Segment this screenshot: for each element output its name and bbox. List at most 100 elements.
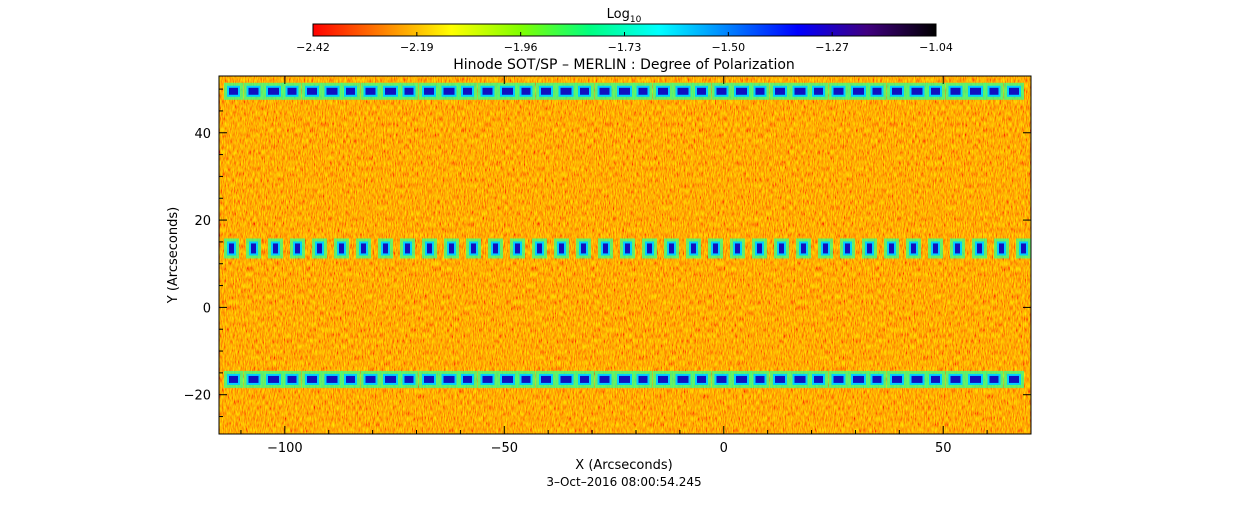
band-core	[691, 243, 696, 254]
band-core	[853, 375, 864, 383]
band-core	[346, 375, 355, 383]
band-core	[931, 375, 940, 383]
band-core	[443, 375, 455, 383]
band-core	[658, 375, 668, 383]
band-core	[735, 243, 740, 254]
band-core	[599, 87, 610, 95]
band-core	[677, 87, 689, 95]
band-core	[638, 375, 648, 383]
band-core	[625, 243, 630, 254]
colorbar-tick-label: −2.42	[296, 41, 330, 54]
band-core	[970, 375, 981, 383]
band-core	[603, 243, 608, 254]
colorbar-label-base: Log	[607, 7, 630, 22]
band-core	[307, 87, 317, 95]
band-core	[794, 87, 806, 95]
polarization-band	[224, 238, 1031, 259]
colorbar-tick-label: −1.04	[919, 41, 953, 54]
band-core	[405, 243, 410, 254]
band-core	[229, 243, 234, 254]
band-core	[229, 375, 238, 383]
band-core	[287, 375, 297, 383]
band-core	[580, 87, 589, 95]
band-core	[541, 87, 551, 95]
band-core	[801, 243, 806, 254]
band-core	[268, 87, 279, 95]
band-core	[521, 375, 531, 383]
band-core	[599, 375, 610, 383]
colorbar-tick-label: −2.19	[400, 41, 434, 54]
band-core	[794, 375, 806, 383]
band-core	[295, 243, 300, 254]
band-core	[493, 243, 498, 254]
band-core	[424, 375, 434, 383]
band-core	[471, 243, 476, 254]
band-core	[823, 243, 828, 254]
band-core	[669, 243, 674, 254]
band-core	[521, 87, 531, 95]
band-core	[581, 243, 586, 254]
band-core	[482, 87, 493, 95]
band-core	[814, 375, 823, 383]
x-tick-label: 0	[720, 441, 728, 456]
band-core	[1009, 87, 1019, 95]
band-core	[365, 87, 376, 95]
band-core	[892, 375, 902, 383]
y-tick-label: −20	[184, 389, 211, 404]
band-core	[449, 243, 454, 254]
colorbar-tick-label: −1.27	[815, 41, 849, 54]
x-axis: −100 −50 0 50	[240, 76, 1032, 456]
band-core	[911, 87, 923, 95]
colorbar-tick-label: −1.50	[711, 41, 745, 54]
band-core	[560, 87, 572, 95]
polarization-bands	[224, 82, 1031, 388]
band-core	[385, 87, 396, 95]
band-core	[658, 87, 668, 95]
band-core	[872, 375, 882, 383]
band-core	[814, 87, 823, 95]
band-core	[463, 87, 472, 95]
colorbar-tick-label: −1.96	[504, 41, 538, 54]
band-core	[755, 375, 765, 383]
band-core	[404, 87, 414, 95]
band-core	[867, 243, 872, 254]
band-core	[339, 243, 344, 254]
band-core	[977, 243, 982, 254]
band-core	[385, 375, 396, 383]
band-core	[1009, 375, 1019, 383]
band-core	[775, 87, 785, 95]
band-core	[779, 243, 784, 254]
x-tick-label: −50	[491, 441, 518, 456]
band-core	[273, 243, 278, 254]
band-core	[889, 243, 894, 254]
band-core	[307, 375, 317, 383]
band-core	[853, 87, 864, 95]
band-core	[502, 375, 513, 383]
band-core	[404, 375, 414, 383]
band-core	[229, 87, 238, 95]
band-core	[537, 243, 542, 254]
band-core	[736, 87, 747, 95]
band-core	[892, 87, 902, 95]
band-core	[736, 375, 747, 383]
band-core	[775, 375, 785, 383]
band-core	[950, 375, 961, 383]
band-core	[647, 243, 652, 254]
band-core	[365, 375, 376, 383]
colorbar-label: Log10	[607, 7, 642, 25]
band-core	[619, 375, 630, 383]
x-axis-label: X (Arcseconds)	[575, 458, 672, 473]
band-core	[383, 243, 388, 254]
band-core	[326, 87, 338, 95]
band-core	[757, 243, 762, 254]
band-core	[911, 375, 923, 383]
timestamp: 3–Oct–2016 08:00:54.245	[546, 475, 701, 489]
band-core	[970, 87, 981, 95]
band-core	[999, 243, 1004, 254]
band-core	[989, 87, 999, 95]
y-tick-label: 0	[203, 301, 211, 316]
band-core	[580, 375, 589, 383]
y-axis: −20 0 20 40	[184, 88, 1031, 418]
polarization-band	[224, 370, 1024, 388]
plot-area: −100 −50 0 50 −20 0 20 40	[184, 75, 1032, 456]
